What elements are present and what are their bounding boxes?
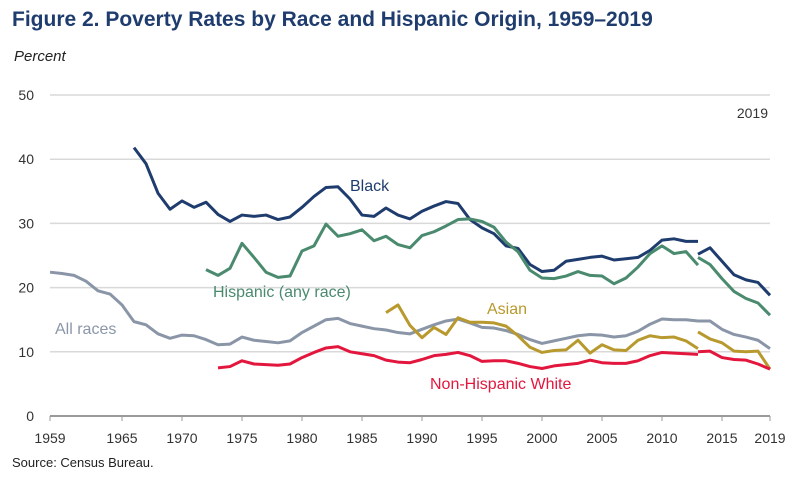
x-tick-label: 2005 xyxy=(586,430,617,446)
y-tick-label: 50 xyxy=(18,87,34,103)
x-tick-label: 2019 xyxy=(754,430,785,446)
legend-label-black: Black xyxy=(350,178,390,195)
y-tick-label: 30 xyxy=(18,215,34,231)
x-tick-label: 2010 xyxy=(646,430,677,446)
series-line-non-hispanic-white xyxy=(697,349,771,371)
x-tick-label: 1965 xyxy=(106,430,137,446)
y-tick-label: 10 xyxy=(18,344,34,360)
series-line-asian xyxy=(385,303,699,355)
series-line-non-hispanic-white xyxy=(217,345,699,370)
x-tick-label: 2015 xyxy=(706,430,737,446)
x-tick-label: 1990 xyxy=(406,430,437,446)
x-tick-label: 1970 xyxy=(166,430,197,446)
x-tick-label: 1975 xyxy=(226,430,257,446)
legend-label-non-hispanic-white: Non-Hispanic White xyxy=(430,376,571,393)
source-note: Source: Census Bureau. xyxy=(12,455,154,470)
series-line-hispanic-any-race xyxy=(205,217,700,286)
x-tick-label: 1959 xyxy=(34,430,65,446)
series-line-hispanic-any-race xyxy=(697,256,772,317)
series-line-all-races xyxy=(49,270,771,350)
chart-title: Figure 2. Poverty Rates by Race and Hisp… xyxy=(12,8,653,31)
series-line-black xyxy=(132,146,698,274)
series-line-asian xyxy=(697,330,772,370)
legend-label-hispanic-any-race: Hispanic (any race) xyxy=(213,284,351,301)
y-tick-label: 0 xyxy=(26,408,34,424)
x-tick-label: 2000 xyxy=(526,430,557,446)
x-tick-label: 1995 xyxy=(466,430,497,446)
y-tick-label: 40 xyxy=(18,151,34,167)
legend-label-all-races: All races xyxy=(55,321,116,338)
y-axis-label: Percent xyxy=(14,48,66,65)
y-tick-label: 20 xyxy=(18,280,34,296)
series-line-black xyxy=(697,246,772,297)
x-tick-label: 1985 xyxy=(346,430,377,446)
year-annotation: 2019 xyxy=(737,105,768,121)
x-tick-label: 1980 xyxy=(286,430,317,446)
legend-label-asian: Asian xyxy=(487,301,527,318)
